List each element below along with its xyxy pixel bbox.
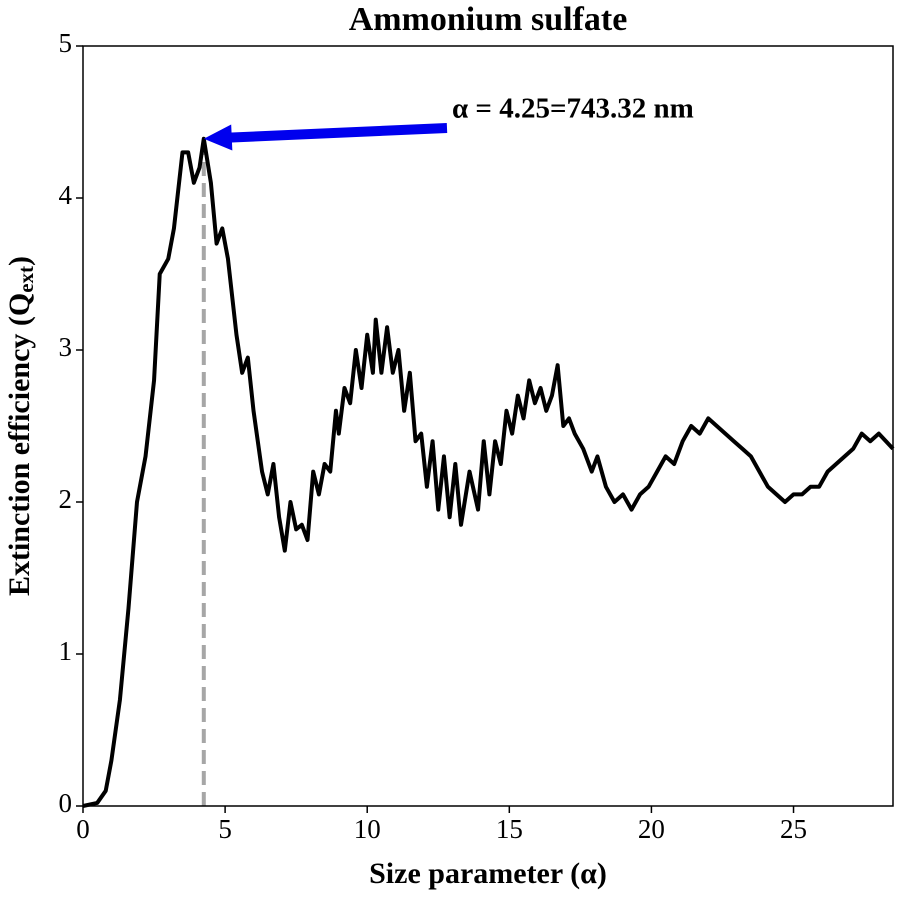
x-tick-label: 25 <box>780 814 807 844</box>
x-tick-label: 20 <box>638 814 665 844</box>
y-tick-label: 2 <box>59 484 73 514</box>
y-label-sub: ext <box>14 266 38 293</box>
y-label-end: ) <box>3 256 36 266</box>
chart-title: Ammonium sulfate <box>349 1 628 38</box>
y-tick-label: 1 <box>59 636 73 666</box>
y-axis-label: Extinction efficiency (Qext) <box>3 256 38 596</box>
x-tick-label: 10 <box>354 814 381 844</box>
y-tick-label: 5 <box>59 28 73 58</box>
x-tick-label: 0 <box>76 814 90 844</box>
x-axis-label: Size parameter (α) <box>369 857 607 890</box>
x-tick-label: 5 <box>218 814 232 844</box>
annotation-text: α = 4.25=743.32 nm <box>452 93 694 125</box>
y-tick-label: 0 <box>59 788 73 818</box>
y-tick-label: 3 <box>59 332 73 362</box>
y-label-main: Extinction efficiency (Q <box>3 293 36 596</box>
annotation-arrow <box>203 123 448 151</box>
x-tick-label: 15 <box>496 814 523 844</box>
data-line <box>82 136 895 808</box>
y-tick-label: 4 <box>59 180 73 210</box>
plot-frame <box>82 45 894 807</box>
